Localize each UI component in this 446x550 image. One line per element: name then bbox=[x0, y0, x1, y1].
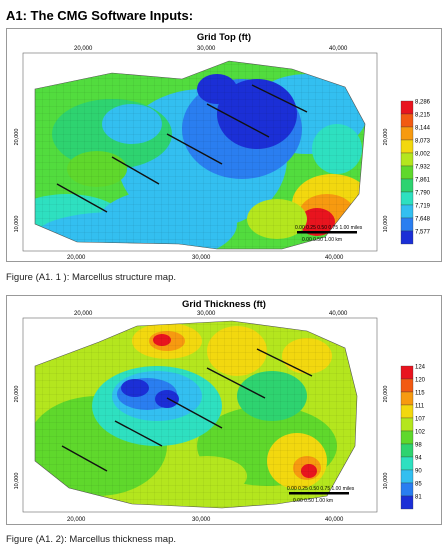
legend-swatch bbox=[400, 417, 414, 432]
legend-label: 8,215 bbox=[415, 113, 431, 119]
well-path bbox=[61, 445, 108, 472]
legend-swatch bbox=[400, 191, 414, 206]
legend-swatch bbox=[400, 230, 414, 245]
thickness-legend: 124 120 115 111 107 102 98 94 90 85 81 bbox=[400, 365, 426, 510]
x-tick-top: 20,000 bbox=[74, 311, 93, 317]
well-path bbox=[256, 348, 313, 377]
legend-swatch bbox=[400, 139, 414, 154]
well-path bbox=[166, 133, 223, 165]
well-paths bbox=[56, 84, 308, 213]
structure-map-title: Grid Top (ft) bbox=[196, 32, 252, 43]
legend-label: 7,719 bbox=[415, 204, 431, 210]
legend-swatch bbox=[400, 391, 414, 406]
y-tick-left: 10,000 bbox=[14, 473, 20, 490]
legend-swatch bbox=[400, 456, 414, 471]
well-path bbox=[206, 367, 266, 399]
legend-swatch bbox=[400, 404, 414, 419]
y-tick-left: 10,000 bbox=[14, 216, 20, 233]
legend-label: 124 bbox=[415, 365, 426, 371]
legend-swatch bbox=[400, 113, 414, 128]
section-heading: A1: The CMG Software Inputs: bbox=[6, 8, 194, 23]
legend-swatch bbox=[400, 430, 414, 445]
well-paths bbox=[61, 348, 313, 472]
legend-label: 8,144 bbox=[415, 126, 431, 132]
well-path bbox=[114, 420, 163, 447]
x-tick-bottom: 40,000 bbox=[325, 517, 344, 523]
figure-caption: Figure (A1. 2): Marcellus thickness map. bbox=[6, 534, 177, 545]
legend-label: 81 bbox=[415, 495, 422, 501]
scale-km-label: 0.00 0.50 1.00 km bbox=[293, 498, 333, 504]
legend-label: 111 bbox=[415, 404, 425, 410]
y-tick-left: 20,000 bbox=[14, 386, 20, 403]
legend-label: 7,861 bbox=[415, 178, 431, 184]
legend-swatch bbox=[400, 100, 414, 115]
legend-label: 102 bbox=[415, 430, 426, 436]
legend-swatch bbox=[400, 443, 414, 458]
x-tick-top: 40,000 bbox=[329, 46, 348, 52]
legend-label: 7,577 bbox=[415, 230, 431, 236]
legend-swatch bbox=[400, 165, 414, 180]
well-path bbox=[56, 183, 108, 213]
well-path bbox=[111, 156, 160, 185]
y-tick-right: 20,000 bbox=[383, 386, 389, 403]
structure-legend: 8,286 8,215 8,144 8,073 8,002 7,932 7,861 7,790… bbox=[400, 100, 431, 245]
legend-label: 7,932 bbox=[415, 165, 431, 171]
y-tick-right: 10,000 bbox=[383, 216, 389, 233]
legend-swatch bbox=[400, 178, 414, 193]
legend-label: 107 bbox=[415, 417, 426, 423]
legend-label: 115 bbox=[415, 391, 425, 397]
legend-label: 90 bbox=[415, 469, 422, 475]
thickness-map: 20,000 30,000 40,000 20,000 30,000 40,00… bbox=[14, 311, 426, 523]
x-tick-bottom: 30,000 bbox=[192, 517, 211, 523]
map-frame bbox=[22, 317, 378, 513]
legend-swatch bbox=[400, 204, 414, 219]
scale-km-label: 0.00 0.50 1.00 km bbox=[302, 237, 342, 243]
thickness-map-title: Grid Thickness (ft) bbox=[182, 299, 266, 310]
thickness-color-field bbox=[35, 321, 357, 508]
legend-swatch bbox=[400, 469, 414, 484]
legend-label: 7,790 bbox=[415, 191, 431, 197]
x-tick-bottom: 30,000 bbox=[192, 255, 211, 261]
legend-swatch bbox=[400, 482, 414, 497]
scale-miles-label: 0.00 0.25 0.50 0.75 1.00 miles bbox=[295, 225, 363, 231]
legend-label: 120 bbox=[415, 378, 426, 384]
legend-label: 8,073 bbox=[415, 139, 431, 145]
x-tick-top: 40,000 bbox=[329, 311, 348, 317]
legend-label: 98 bbox=[415, 443, 422, 449]
x-tick-top: 20,000 bbox=[74, 46, 93, 52]
legend-swatch bbox=[400, 152, 414, 167]
legend-label: 7,648 bbox=[415, 217, 431, 223]
y-tick-right: 20,000 bbox=[383, 129, 389, 146]
y-tick-left: 20,000 bbox=[14, 129, 20, 146]
well-path bbox=[251, 84, 308, 113]
thickness-map-panel: Grid Thickness (ft) bbox=[6, 295, 442, 525]
legend-swatch bbox=[400, 217, 414, 232]
scale-miles-label: 0.00 0.25 0.50 0.75 1.00 miles bbox=[287, 486, 355, 492]
legend-label: 85 bbox=[415, 482, 422, 488]
x-tick-bottom: 20,000 bbox=[67, 255, 86, 261]
y-tick-right: 10,000 bbox=[383, 473, 389, 490]
x-tick-bottom: 20,000 bbox=[67, 517, 86, 523]
legend-swatch bbox=[400, 378, 414, 393]
scale-bar bbox=[297, 231, 357, 234]
x-tick-bottom: 40,000 bbox=[325, 255, 344, 261]
map-frame bbox=[22, 52, 378, 252]
x-tick-top: 30,000 bbox=[197, 311, 216, 317]
structure-map: 20,000 30,000 40,000 20,000 30,000 40,00… bbox=[14, 46, 431, 261]
structure-map-panel: Grid Top (ft) bbox=[6, 28, 442, 262]
scale-bar bbox=[289, 492, 349, 495]
legend-label: 8,286 bbox=[415, 100, 431, 106]
figure-caption: Figure (A1. 1 ): Marcellus structure map… bbox=[6, 272, 176, 283]
well-path bbox=[206, 103, 270, 138]
legend-swatch bbox=[400, 126, 414, 141]
x-tick-top: 30,000 bbox=[197, 46, 216, 52]
legend-swatch bbox=[400, 495, 414, 510]
well-path bbox=[166, 397, 223, 429]
legend-swatch bbox=[400, 365, 414, 380]
legend-label: 94 bbox=[415, 456, 422, 462]
structure-color-field bbox=[35, 61, 365, 249]
legend-label: 8,002 bbox=[415, 152, 431, 158]
